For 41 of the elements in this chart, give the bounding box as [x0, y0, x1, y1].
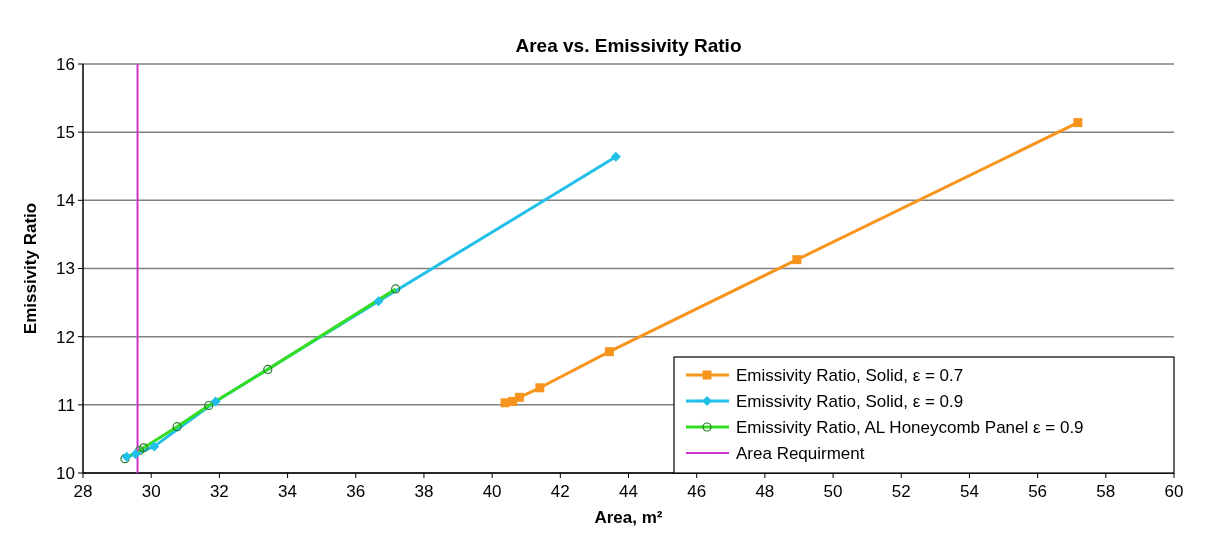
y-tick-label: 14	[56, 191, 75, 211]
y-tick-label: 12	[56, 327, 75, 347]
point	[604, 347, 614, 357]
point	[514, 392, 524, 402]
point	[610, 151, 621, 162]
x-tick-label: 50	[823, 482, 843, 501]
x-tick-label: 56	[1028, 482, 1048, 501]
x-tick-label: 46	[687, 482, 707, 501]
x-tick-label: 34	[278, 482, 298, 501]
y-axis-title: Emissivity Ratio	[21, 202, 40, 335]
x-tick-label: 40	[482, 482, 502, 501]
x-tick-label: 44	[619, 482, 638, 501]
point	[373, 296, 384, 307]
x-tick-label: 28	[73, 482, 93, 501]
x-tick-label: 52	[891, 482, 911, 501]
x-tick-label: 38	[414, 482, 434, 501]
x-axis-title: Area, m²	[594, 508, 663, 527]
point	[792, 255, 802, 265]
chart-title: Area vs. Emissivity Ratio	[515, 35, 742, 56]
legend-label: Emissivity Ratio, Solid, ε = 0.7	[736, 365, 964, 385]
x-tick-label: 30	[141, 482, 161, 501]
x-tick-label: 54	[959, 482, 979, 501]
x-tick-label: 48	[755, 482, 775, 501]
x-tick-label: 32	[209, 482, 229, 501]
y-tick-label: 15	[56, 123, 75, 143]
legend-label: Area Requirment	[736, 443, 865, 463]
legend-label: Emissivity Ratio, AL Honeycomb Panel ε = 0.9	[736, 417, 1084, 437]
point	[1073, 118, 1083, 128]
point	[535, 383, 545, 393]
x-tick-label: 60	[1164, 482, 1184, 501]
point	[210, 396, 221, 407]
x-tick-label: 36	[346, 482, 366, 501]
point	[130, 448, 141, 459]
x-tick-label: 42	[550, 482, 570, 501]
y-tick-label: 11	[57, 395, 75, 415]
y-tick-label: 13	[56, 259, 75, 279]
x-tick-label: 58	[1096, 482, 1116, 501]
point	[149, 441, 160, 452]
legend-label: Emissivity Ratio, Solid, ε = 0.9	[736, 391, 964, 411]
y-tick-label: 16	[56, 54, 75, 74]
y-tick-label: 10	[56, 463, 75, 483]
